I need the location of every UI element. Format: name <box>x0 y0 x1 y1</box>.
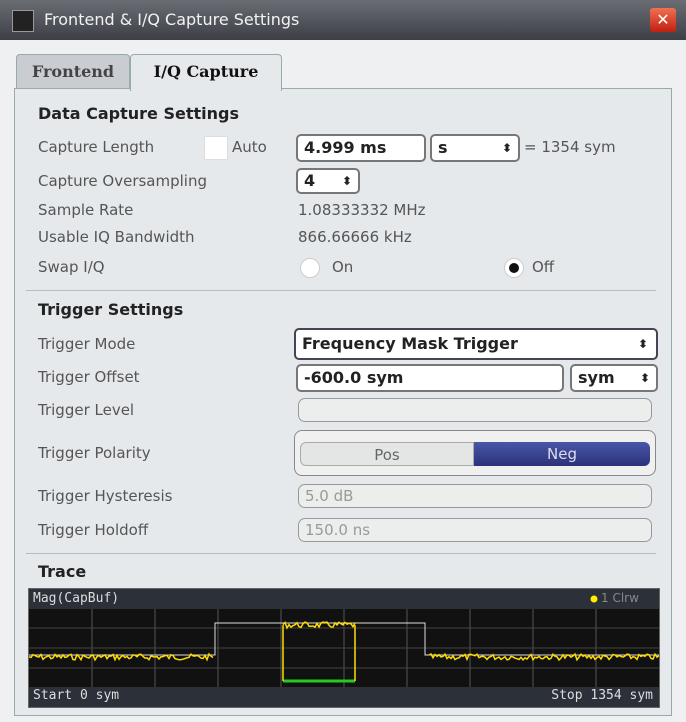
value-text: 866.66666 kHz <box>298 228 412 246</box>
close-button[interactable]: ✕ <box>650 8 676 32</box>
trace-footer <box>29 687 659 707</box>
text-input[interactable]: -600.0 sym <box>296 364 564 392</box>
trace-header <box>29 589 659 609</box>
title-bar <box>0 0 686 40</box>
section-heading: Trace <box>38 562 87 581</box>
radio-label: On <box>332 258 354 276</box>
label: Sample Rate <box>38 201 134 219</box>
trace-start: Start 0 sym <box>33 688 120 703</box>
separator <box>26 290 656 291</box>
checkbox[interactable] <box>204 136 228 160</box>
value-text: 1.08333332 MHz <box>298 201 426 219</box>
disabled-input: 150.0 ns <box>298 518 652 542</box>
checkbox-label: Auto <box>232 138 267 156</box>
radio[interactable] <box>300 258 320 278</box>
unit-select[interactable]: sym ⬍ <box>570 364 658 392</box>
trace-line <box>428 652 659 662</box>
toggle-option[interactable]: Pos <box>300 442 474 466</box>
label: Swap I/Q <box>38 258 105 276</box>
tab-active[interactable]: I/Q Capture <box>130 54 282 91</box>
label: Usable IQ Bandwidth <box>38 228 195 246</box>
select-value: Frequency Mask Trigger <box>302 334 518 353</box>
unit-select[interactable]: s ⬍ <box>430 134 520 162</box>
label: Trigger Mode <box>38 335 136 353</box>
trace-window: Mag(CapBuf) 1 Clrw Start 0 sym Stop 1354… <box>28 588 660 708</box>
select[interactable]: 4 ⬍ <box>296 168 360 194</box>
section-heading: Data Capture Settings <box>38 104 239 123</box>
window-title: Frontend & I/Q Capture Settings <box>44 10 300 29</box>
label: Trigger Level <box>38 401 135 419</box>
select-value: 4 <box>304 171 316 190</box>
trace-title: Mag(CapBuf) <box>33 591 120 606</box>
select-value: sym <box>578 368 615 387</box>
trace-plot <box>29 589 659 707</box>
trace-line <box>282 621 356 630</box>
disabled-input: 5.0 dB <box>298 484 652 508</box>
trace-stop: Stop 1354 sym <box>551 688 653 703</box>
label: Trigger Holdoff <box>38 521 149 539</box>
toggle-option-selected[interactable]: Neg <box>474 442 650 466</box>
section-heading: Trigger Settings <box>38 300 184 319</box>
disabled-input <box>298 398 652 422</box>
label: Capture Length <box>38 138 155 156</box>
app-icon <box>12 10 34 32</box>
label: Capture Oversampling <box>38 172 207 190</box>
select-value: s <box>438 138 448 157</box>
label: Trigger Polarity <box>38 444 151 462</box>
trace-line <box>29 652 214 662</box>
value-text: = 1354 sym <box>524 138 616 156</box>
radio-label: Off <box>532 258 555 276</box>
label: Trigger Offset <box>38 368 140 386</box>
label: Trigger Hysteresis <box>38 487 173 505</box>
text-input[interactable]: 4.999 ms <box>296 134 426 162</box>
radio-selected[interactable] <box>504 258 524 278</box>
legend-dot <box>590 595 598 603</box>
trace-legend: 1 Clrw <box>601 591 639 605</box>
tab[interactable]: Frontend <box>16 54 130 89</box>
separator <box>26 553 656 554</box>
select[interactable]: Frequency Mask Trigger ⬍ <box>294 328 658 360</box>
